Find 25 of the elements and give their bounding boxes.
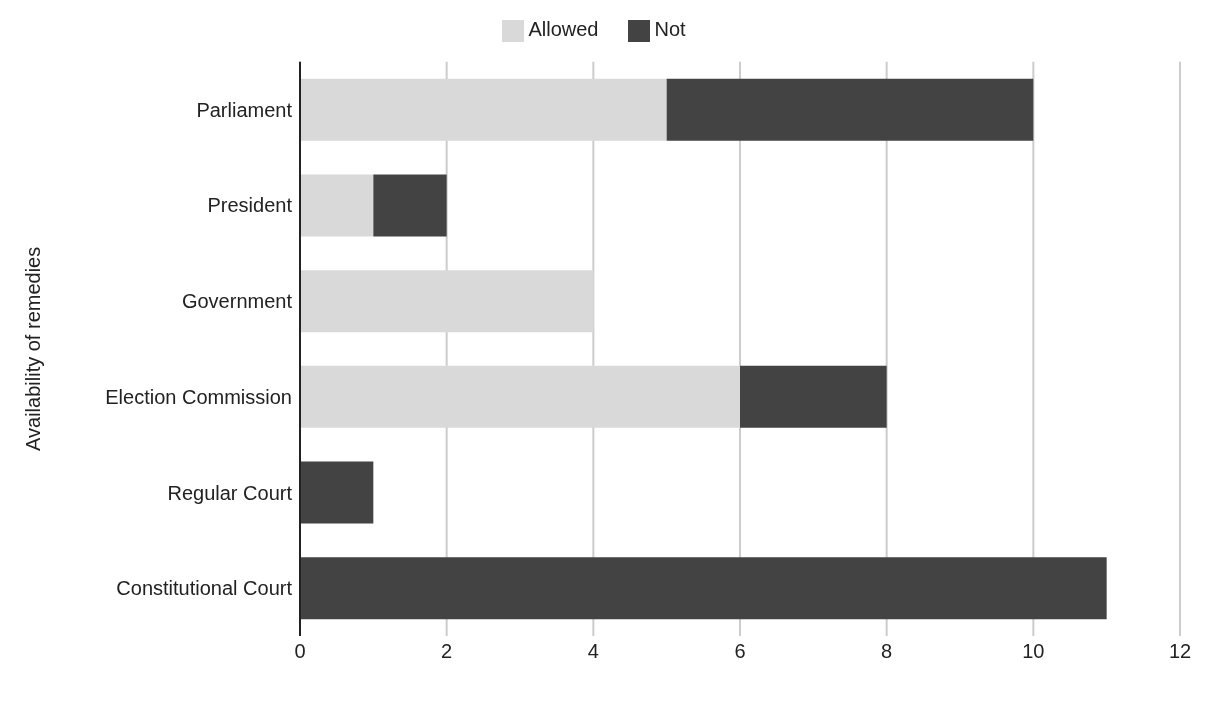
x-tick-label: 2 — [441, 640, 453, 663]
x-tick-label: 4 — [587, 640, 599, 663]
bar — [300, 78, 667, 141]
bar — [300, 270, 594, 333]
bar — [300, 365, 740, 428]
y-tick-label: Government — [181, 290, 293, 313]
legend-label: Allowed — [528, 18, 599, 40]
bar — [300, 174, 374, 237]
bar — [740, 365, 887, 428]
legend-label: Not — [654, 18, 686, 40]
bar — [373, 174, 447, 237]
y-tick-label: Constitutional Court — [116, 577, 293, 600]
bar — [666, 78, 1034, 141]
x-tick-label: 8 — [881, 640, 893, 663]
x-tick-label: 0 — [294, 640, 306, 663]
y-tick-label: President — [207, 194, 293, 217]
bar — [300, 461, 374, 524]
y-tick-label: Regular Court — [167, 481, 293, 504]
x-tick-label: 6 — [734, 640, 746, 663]
y-tick-label: Election Commission — [105, 385, 292, 408]
bar — [300, 557, 1107, 620]
x-tick-label: 12 — [1168, 640, 1192, 663]
y-axis-title: Availability of remedies — [22, 246, 45, 451]
y-tick-label: Parliament — [196, 98, 293, 121]
x-tick-label: 10 — [1022, 640, 1045, 663]
